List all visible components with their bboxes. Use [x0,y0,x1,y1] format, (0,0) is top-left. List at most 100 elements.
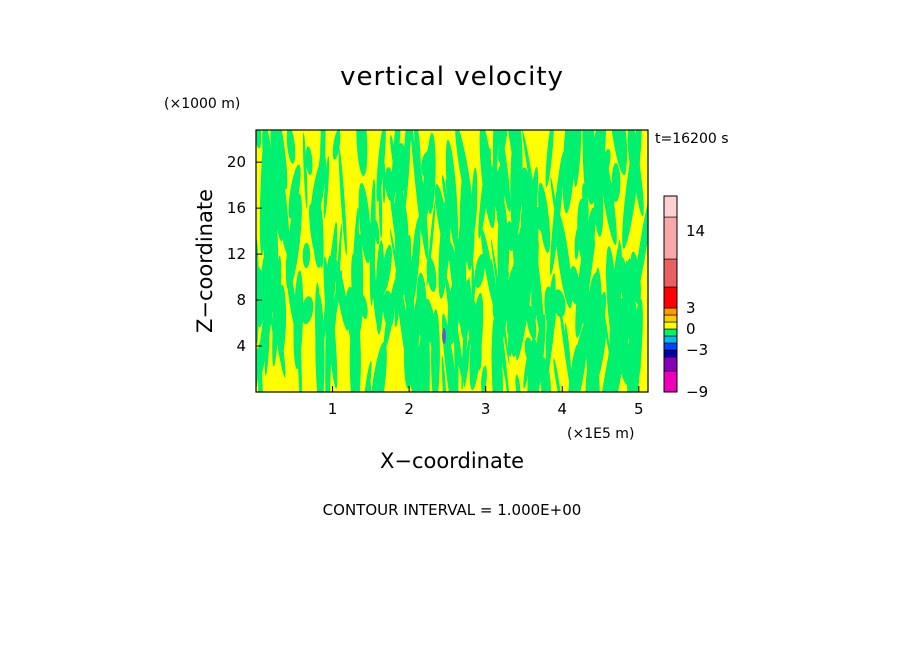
field-streak [410,217,421,304]
field-streak [588,332,598,369]
field-streak [492,130,499,186]
field-streak [553,358,562,392]
field-streak [635,214,647,296]
field-streak [491,314,503,392]
field-streak [338,147,347,255]
field-streak [568,321,589,392]
field-streak [356,233,364,332]
field-streak [288,164,301,219]
field-streak [315,282,321,365]
colorbar-level [663,307,678,316]
field-streak [369,341,387,392]
field-streak [426,257,437,292]
x-tick-label: 1 [328,400,338,418]
x-tick-label: 4 [557,400,567,418]
field-streak [301,296,314,325]
field-streak [258,342,263,392]
field-streak [581,274,591,334]
field-streak [510,289,524,357]
colorbar-level [663,356,678,372]
colorbar-level [663,216,678,260]
field-streak [555,209,573,309]
time-label: t=16200 s [655,131,729,147]
y-unit-label: (×1000 m) [164,96,240,112]
field-streak [323,156,330,219]
field-streak [305,146,313,176]
field-streak [267,230,276,255]
field-min-spot [442,328,446,344]
field-streak [626,326,638,392]
field-streak [296,283,302,392]
y-axis-title: Z−coordinate [193,189,217,333]
field-streak [479,130,496,229]
field-streak [403,130,414,169]
y-tick-label: 12 [227,245,246,263]
x-unit-label: (×1E5 m) [567,426,634,442]
colorbar-tick-label: −9 [686,383,708,401]
field-streak [403,288,415,389]
field-streak [416,158,429,261]
colorbar-tick-label: 3 [686,299,696,317]
field-streak [445,139,458,249]
y-tick-label: 4 [236,337,246,355]
field-streak [332,130,341,160]
field-streak [610,130,627,176]
field-streak [524,337,535,364]
field-streak [285,193,302,290]
field-streak [442,313,459,392]
y-tick-label: 16 [227,199,246,217]
field-streak [383,275,398,350]
field-streak [481,365,487,392]
field-streak [356,130,368,177]
field-streak [527,217,544,340]
field-streak [263,138,279,244]
field-streak [469,292,484,391]
field-streak [310,156,327,225]
colorbar-level [663,349,678,358]
field-streak [286,130,296,164]
field-streak [582,183,589,221]
field-streak [390,135,399,185]
field-streak [264,325,270,376]
contour-interval: CONTOUR INTERVAL = 1.000E+00 [323,501,582,519]
field-streak [425,298,437,352]
field-streak [435,184,452,261]
field-streak [545,130,554,188]
colorbar-level [663,328,678,337]
field-streak [256,130,262,149]
colorbar-level [663,195,678,218]
field-streak [302,242,311,269]
colorbar-level [663,314,678,323]
x-axis-title: X−coordinate [380,449,524,473]
plot-frame [255,129,649,393]
field-streak [606,246,618,344]
field-streak [592,296,603,332]
x-tick-label: 3 [481,400,491,418]
field-streak [498,130,508,163]
field-streak [512,218,521,281]
y-tick-label: 20 [227,153,246,171]
field-streak [575,207,596,338]
field-streak [564,322,571,372]
field-streak [396,143,408,191]
colorbar-level [663,286,678,309]
field-streak [594,130,607,227]
field-streak [351,207,359,313]
field-streak [376,130,386,202]
field-streak [545,273,556,368]
field-streak [471,167,478,232]
field-streak [598,281,612,362]
field-streak [334,259,349,331]
colorbar-level [663,335,678,344]
field-streak [455,130,474,218]
colorbar-tick-label: 14 [686,222,705,240]
field-streak [474,253,486,289]
field-streak [495,165,505,229]
x-tick-label: 5 [634,400,644,418]
colorbar-level [663,370,678,393]
field-streak [259,130,269,256]
colorbar-level [663,258,678,288]
x-tick-label: 2 [404,400,414,418]
